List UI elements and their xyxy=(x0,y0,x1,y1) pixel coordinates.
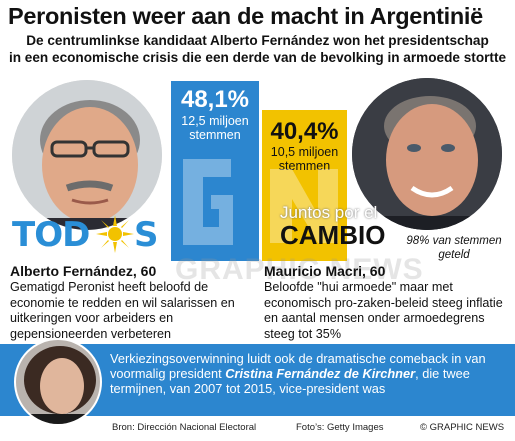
gn-logo-mark-2 xyxy=(270,169,338,243)
bar-fernandez-votes: 12,5 miljoen stemmen xyxy=(181,114,249,142)
juntos-logo-top: Juntos por el xyxy=(280,203,378,222)
macri-desc: Beloofde "hui armoede" maar met economis… xyxy=(264,280,503,341)
bottom-text: Verkiezingsoverwinning luidt ook de dram… xyxy=(110,351,486,396)
fernandez-desc: Gematigd Peronist heeft beloofd de econo… xyxy=(10,280,235,341)
macri-name: Mauricio Macri, 60 xyxy=(264,263,386,279)
kirchner-portrait xyxy=(14,338,102,426)
bar-macri-value: 40,4% xyxy=(270,118,339,145)
subtitle-line-2: in een economische crisis die een derde … xyxy=(8,49,507,65)
page-title: Peronisten weer aan de macht in Argentin… xyxy=(8,3,483,29)
bar-macri-votes: 10,5 miljoen stemmen xyxy=(270,145,339,173)
fernandez-name: Alberto Fernández, 60 xyxy=(10,263,157,279)
sun-icon xyxy=(96,215,134,253)
juntos-logo: Juntos por el CAMBIO xyxy=(268,203,400,251)
fernandez-portrait xyxy=(12,80,162,230)
bar-fernandez-value: 48,1% xyxy=(180,86,250,113)
bar-macri: 40,4% 10,5 miljoen stemmen xyxy=(262,110,347,261)
juntos-logo-bottom: CAMBIO xyxy=(280,220,386,250)
subtitle-line-1: De centrumlinkse kandidaat Alberto Ferná… xyxy=(26,33,489,48)
footer-source: Bron: Dirección Nacional Electoral xyxy=(112,422,257,433)
page-subtitle: De centrumlinkse kandidaat Alberto Ferná… xyxy=(0,33,515,66)
count-note: 98% van stemmen geteld xyxy=(406,235,502,261)
bar-fernandez: 48,1% 12,5 miljoen stemmen xyxy=(171,81,259,261)
gn-logo-mark xyxy=(183,159,233,245)
macri-portrait xyxy=(352,78,502,230)
footer-photos: Foto’s: Getty Images xyxy=(296,422,384,433)
watermark: GRAPHIC NEWS xyxy=(175,253,424,286)
footer-credit: © GRAPHIC NEWS xyxy=(420,422,505,433)
